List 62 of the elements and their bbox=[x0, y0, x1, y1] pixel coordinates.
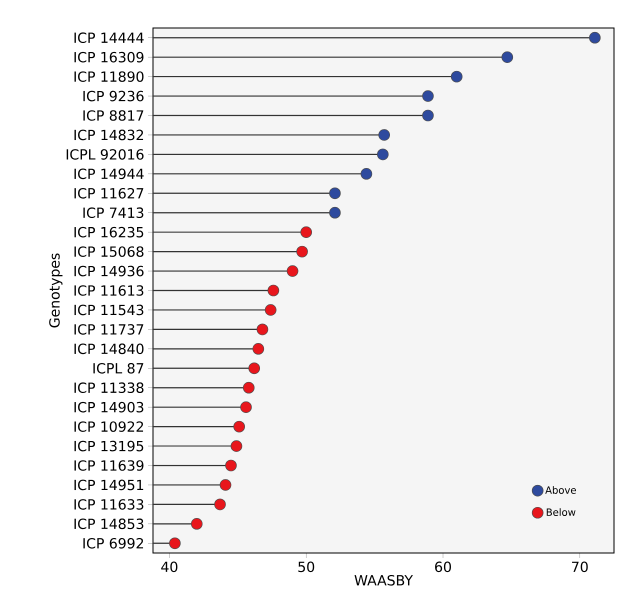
point bbox=[422, 90, 434, 102]
point bbox=[214, 498, 226, 510]
y-tick-label: ICPL 92016 bbox=[66, 149, 144, 160]
y-tick-label: ICP 13195 bbox=[74, 440, 144, 452]
point bbox=[230, 440, 242, 452]
point bbox=[240, 401, 252, 413]
point bbox=[378, 129, 390, 141]
y-tick-label: ICP 16309 bbox=[74, 52, 144, 62]
x-tick-label: 70 bbox=[572, 562, 588, 572]
y-tick-label: ICP 7413 bbox=[83, 207, 144, 218]
y-tick-label: ICP 11639 bbox=[74, 460, 144, 471]
point bbox=[329, 187, 341, 200]
legend-label: Below bbox=[546, 508, 576, 516]
point bbox=[329, 206, 341, 219]
point bbox=[264, 304, 276, 316]
legend-label: Above bbox=[545, 486, 576, 494]
y-tick-label: ICP 14832 bbox=[74, 130, 144, 140]
y-tick-label: ICP 14951 bbox=[74, 480, 144, 490]
point bbox=[589, 32, 601, 44]
y-tick-label: ICP 14840 bbox=[74, 344, 144, 354]
y-tick-label: ICP 6992 bbox=[83, 538, 144, 549]
point bbox=[296, 246, 308, 258]
point bbox=[450, 70, 462, 82]
x-tick-label: 60 bbox=[435, 562, 451, 572]
y-tick-label: ICP 10922 bbox=[74, 421, 144, 432]
point bbox=[225, 460, 237, 472]
point bbox=[169, 537, 181, 550]
x-axis-title: WAASBY bbox=[354, 574, 413, 586]
y-tick-label: ICP 8817 bbox=[83, 110, 144, 121]
point bbox=[502, 51, 514, 63]
y-tick-label: ICP 14936 bbox=[74, 266, 144, 276]
point bbox=[242, 382, 255, 394]
point bbox=[300, 226, 312, 238]
point bbox=[233, 420, 245, 432]
point bbox=[422, 110, 434, 122]
y-tick-label: ICP 11737 bbox=[74, 324, 144, 335]
y-tick-label: ICP 14903 bbox=[74, 402, 144, 412]
y-axis-title: Genotypes bbox=[49, 253, 62, 328]
y-tick-label: ICP 16235 bbox=[74, 226, 144, 238]
y-tick-label: ICP 9236 bbox=[83, 90, 144, 102]
point bbox=[252, 343, 264, 355]
y-tick-label: ICP 11613 bbox=[74, 285, 144, 296]
y-tick-label: ICP 11633 bbox=[74, 499, 144, 510]
y-tick-label: ICP 14444 bbox=[74, 32, 144, 44]
y-tick-label: ICP 11543 bbox=[74, 304, 144, 316]
y-tick-label: ICP 11890 bbox=[74, 71, 144, 82]
x-tick-label: 40 bbox=[161, 562, 178, 572]
point bbox=[220, 479, 232, 491]
y-tick-label: ICP 11338 bbox=[74, 382, 144, 394]
y-tick-label: ICPL 87 bbox=[93, 362, 144, 374]
point bbox=[377, 148, 389, 160]
x-tick-label: 50 bbox=[298, 562, 314, 572]
point bbox=[248, 362, 260, 374]
y-tick-label: ICP 11627 bbox=[74, 188, 144, 199]
point bbox=[190, 518, 203, 530]
point bbox=[360, 168, 372, 180]
y-tick-label: ICP 15068 bbox=[74, 246, 144, 257]
point bbox=[268, 284, 280, 296]
y-tick-label: ICP 14853 bbox=[74, 518, 144, 530]
point bbox=[256, 324, 268, 336]
y-tick-label: ICP 14944 bbox=[74, 168, 144, 180]
point bbox=[286, 265, 298, 277]
